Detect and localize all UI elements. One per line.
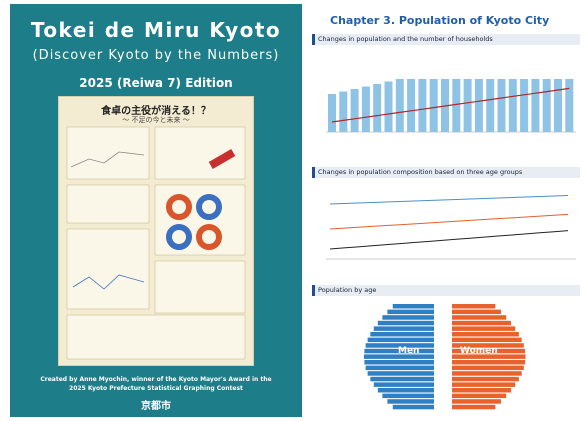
bar: [407, 79, 415, 132]
bar: [475, 79, 483, 132]
section-header: Population by age: [312, 285, 580, 296]
bar: [520, 79, 528, 132]
screenshot: Tokei de Miru Kyoto (Discover Kyoto by t…: [0, 0, 585, 421]
bar: [368, 371, 434, 376]
bar: [452, 394, 506, 399]
bar: [382, 315, 434, 320]
bar: [452, 382, 515, 387]
chapter-title: Chapter 3. Population of Kyoto City: [330, 14, 549, 27]
bar: [370, 377, 434, 382]
city-logo: 京都市: [10, 397, 302, 412]
bar: [452, 399, 501, 404]
bar: [430, 79, 438, 132]
bar: [452, 79, 460, 132]
bar: [362, 87, 370, 133]
bar: [387, 399, 434, 404]
bar: [452, 321, 511, 326]
bar: [351, 89, 359, 132]
bar: [531, 79, 539, 132]
cover-edition: 2025 (Reiwa 7) Edition: [10, 76, 302, 90]
bar: [452, 332, 519, 337]
bar: [452, 326, 515, 331]
bar: [374, 382, 434, 387]
section-header: Changes in population and the number of …: [312, 34, 580, 45]
bar: [373, 84, 381, 132]
bar: [452, 315, 506, 320]
bar: [393, 405, 434, 410]
bar: [452, 366, 524, 371]
bar: [498, 79, 506, 132]
chart-page: Chapter 3. Population of Kyoto City Chan…: [306, 4, 582, 417]
line: [330, 214, 568, 229]
bar: [382, 394, 434, 399]
bar: [452, 405, 495, 410]
pyramid-label: Men: [398, 346, 419, 356]
bar: [393, 304, 434, 309]
bar: [328, 94, 336, 132]
credit-line: 2025 Kyoto Prefecture Statistical Graphi…: [10, 385, 302, 392]
bar: [452, 310, 501, 315]
bar: [452, 360, 525, 365]
bar: [368, 338, 434, 343]
bar: [452, 338, 522, 343]
bar: [370, 332, 434, 337]
bar: [378, 388, 434, 393]
poster-graphics: [59, 97, 253, 365]
bar: [452, 304, 495, 309]
bar: [543, 79, 551, 132]
chart-graphics: [306, 4, 582, 417]
bar: [565, 79, 573, 132]
bar: [364, 360, 434, 365]
credit-line: Created by Anne Myochin, winner of the K…: [10, 376, 302, 383]
bar: [452, 371, 522, 376]
section-header: Changes in population composition based …: [312, 167, 580, 178]
bar: [387, 310, 434, 315]
poster-subtitle: ～ 不足の今と未来 ～: [59, 115, 253, 125]
pyramid-label: Women: [460, 346, 498, 356]
line: [330, 196, 568, 205]
poster: 食卓の主役が消える！？ ～ 不足の今と未来 ～: [58, 96, 254, 366]
bar: [339, 92, 347, 133]
bar: [418, 79, 426, 132]
cover-subtitle: (Discover Kyoto by the Numbers): [10, 48, 302, 63]
bar: [452, 377, 519, 382]
book-cover: Tokei de Miru Kyoto (Discover Kyoto by t…: [10, 4, 302, 417]
bar: [464, 79, 472, 132]
bar: [378, 321, 434, 326]
bar: [509, 79, 517, 132]
cover-title: Tokei de Miru Kyoto: [10, 18, 302, 42]
bar: [452, 388, 511, 393]
bar: [554, 79, 562, 132]
bar: [486, 79, 494, 132]
line: [330, 231, 568, 249]
bar: [366, 366, 434, 371]
bar: [374, 326, 434, 331]
bar: [396, 79, 404, 132]
bar: [385, 82, 393, 133]
